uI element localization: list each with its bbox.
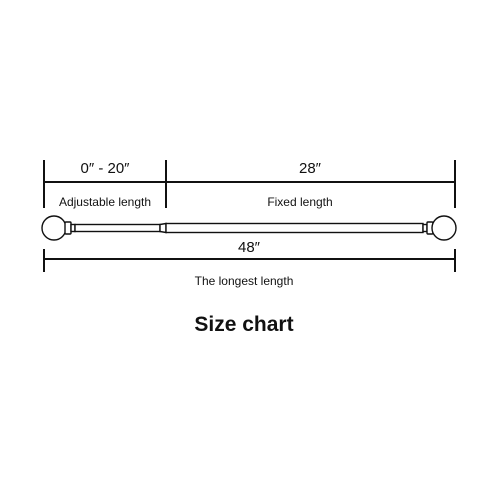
top-dimension-lines	[43, 160, 456, 208]
adjustable-length-value: 0″ - 20″	[81, 160, 131, 177]
right-finial-ball	[431, 215, 457, 241]
left-finial-collar	[64, 221, 72, 235]
rod-taper	[159, 222, 167, 234]
chart-title: Size chart	[194, 313, 293, 336]
total-length-value: 48″	[238, 239, 261, 256]
left-finial-ball	[41, 215, 67, 241]
fixed-length-value: 28″	[299, 160, 322, 177]
adjustable-length-label: Adjustable length	[59, 195, 151, 209]
fixed-length-label: Fixed length	[267, 195, 332, 209]
total-dimension-lines	[43, 249, 456, 272]
total-length-label: The longest length	[195, 274, 294, 288]
curtain-rod	[41, 215, 457, 241]
adjustable-rod-section	[74, 223, 161, 233]
fixed-rod-section	[165, 222, 424, 234]
